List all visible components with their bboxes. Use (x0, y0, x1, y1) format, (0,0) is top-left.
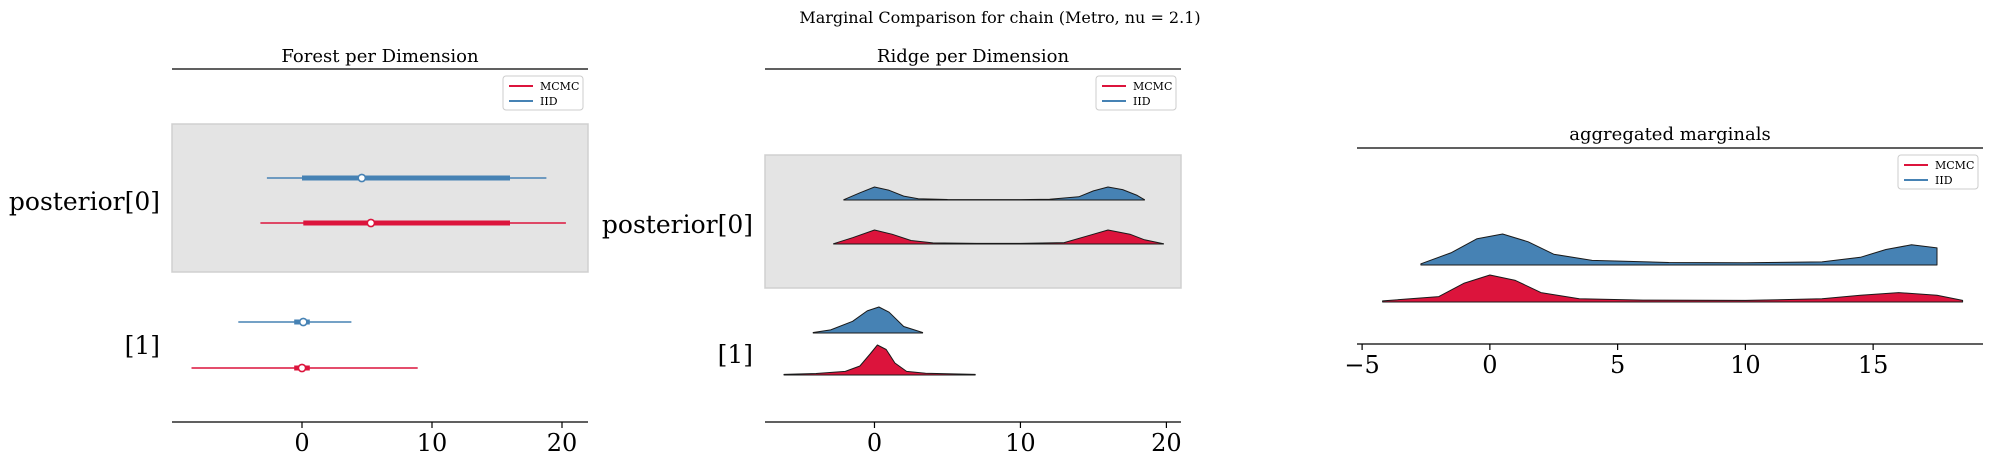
x-tick-label: 0 (1482, 351, 1497, 379)
row-highlight-band (764, 154, 1182, 289)
panel-0: Forest per Dimension posterior[0] [1] 0 10 20… (9, 46, 589, 457)
ridge-density-iid (843, 186, 1145, 201)
ridge-density-mcmc (1382, 274, 1964, 303)
legend-label-mcmc: MCMC (540, 80, 579, 93)
x-tick-label: 20 (1151, 429, 1182, 457)
legend-label-mcmc: MCMC (1935, 159, 1974, 172)
row-highlight-band (171, 123, 589, 273)
forest-point-mcmc (366, 218, 376, 228)
x-tick-label: 0 (867, 429, 882, 457)
panel-title: aggregated marginals (1569, 124, 1770, 145)
legend-label-iid: IID (540, 95, 558, 108)
legend-label-iid: IID (1935, 174, 1953, 187)
legend: MCMC IID (1897, 154, 1979, 190)
forest-point-iid (298, 317, 308, 327)
ridge-density-iid (812, 306, 924, 334)
x-tick-label: 5 (1610, 351, 1625, 379)
row-label: [1] (125, 331, 160, 360)
x-tick-label: 15 (1858, 351, 1889, 379)
legend-label-mcmc: MCMC (1133, 80, 1172, 93)
legend-label-iid: IID (1133, 95, 1151, 108)
forest-point-iid (357, 173, 367, 183)
panel-2: aggregated marginals −5 0 5 10 15 MCMC IID (1344, 124, 1983, 379)
x-tick-label: 10 (1005, 429, 1036, 457)
row-label: [1] (718, 340, 753, 369)
panel-title: Forest per Dimension (281, 46, 479, 67)
x-tick-label: 20 (547, 429, 578, 457)
figure-suptitle: Marginal Comparison for chain (Metro, nu… (799, 8, 1200, 27)
row-label: posterior[0] (9, 187, 160, 216)
row-label: posterior[0] (602, 210, 753, 239)
x-tick-label: 0 (294, 429, 309, 457)
ridge-density-mcmc (833, 229, 1164, 245)
legend: MCMC IID (502, 75, 584, 111)
legend: MCMC IID (1095, 75, 1177, 111)
ridge-density-iid (1420, 233, 1938, 266)
forest-point-mcmc (297, 363, 307, 373)
x-tick-label: 10 (417, 429, 448, 457)
ridge-density-mcmc (783, 344, 976, 376)
x-tick-label: −5 (1344, 351, 1379, 379)
panel-title: Ridge per Dimension (877, 46, 1070, 67)
x-tick-label: 10 (1730, 351, 1761, 379)
panel-1: Ridge per Dimension posterior[0] [1] 0 10 20 M… (602, 46, 1182, 457)
